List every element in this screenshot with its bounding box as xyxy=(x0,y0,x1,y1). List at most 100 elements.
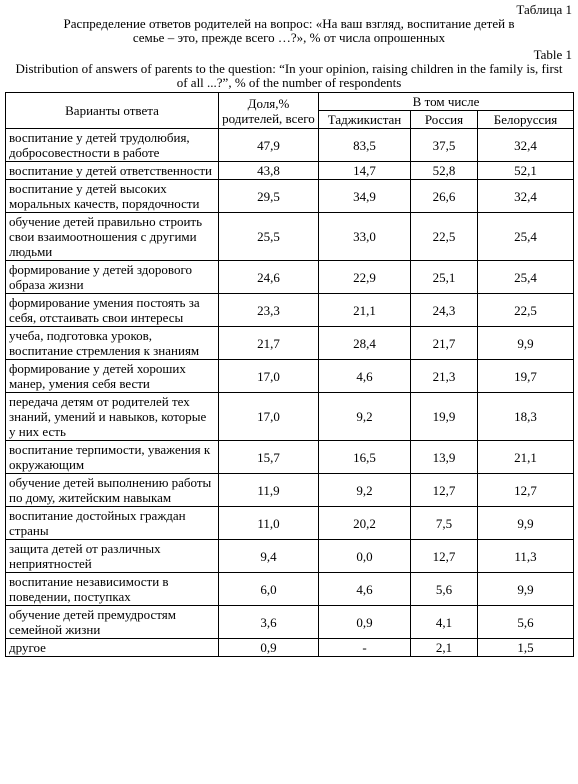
value-cell: 24,3 xyxy=(410,293,478,327)
value-cell: 11,9 xyxy=(218,473,319,507)
answer-cell: воспитание независимости в поведении, по… xyxy=(5,572,219,606)
table: Варианты ответа Доля,% родителей, всего … xyxy=(5,92,574,657)
value-cell: 0,9 xyxy=(218,638,319,657)
table-title-ru: Распределение ответов родителей на вопро… xyxy=(63,16,515,45)
column-header: Белоруссия xyxy=(477,110,574,129)
value-cell: 21,1 xyxy=(477,440,574,474)
answer-cell: формирование у детей здорового образа жи… xyxy=(5,260,219,294)
value-cell: 13,9 xyxy=(410,440,478,474)
value-cell: 19,7 xyxy=(477,359,574,393)
value-cell: 43,8 xyxy=(218,161,319,180)
table-label-ru: Таблица 1 xyxy=(516,2,572,17)
value-cell: 22,5 xyxy=(410,212,478,261)
value-cell: 17,0 xyxy=(218,359,319,393)
value-cell: 47,9 xyxy=(218,128,319,162)
answer-cell: формирование у детей хороших манер, умен… xyxy=(5,359,219,393)
table-row: обучение детей правильно строить свои вз… xyxy=(5,212,574,261)
answer-cell: передача детям от родителей тех знаний, … xyxy=(5,392,219,441)
value-cell: 28,4 xyxy=(318,326,411,360)
table-row: воспитание достойных граждан страны 11,0 2… xyxy=(5,506,574,540)
page: Таблица 1 Распределение ответов родителе… xyxy=(0,3,578,784)
value-cell: 22,9 xyxy=(318,260,411,294)
value-cell: 25,5 xyxy=(218,212,319,261)
value-cell: 26,6 xyxy=(410,179,478,213)
value-cell: 32,4 xyxy=(477,179,574,213)
value-cell: 7,5 xyxy=(410,506,478,540)
value-cell: 20,2 xyxy=(318,506,411,540)
table-row: защита детей от различных неприятностей 9… xyxy=(5,539,574,573)
value-cell: 25,4 xyxy=(477,260,574,294)
column-header: Варианты ответа xyxy=(5,92,219,129)
answer-cell: воспитание у детей ответственности xyxy=(5,161,219,180)
answer-cell: обучение детей правильно строить свои вз… xyxy=(5,212,219,261)
table-row: другое 0,9-2,1 1,5 xyxy=(5,638,574,657)
table-row: воспитание терпимости, уважения к окружа… xyxy=(5,440,574,474)
value-cell: 25,1 xyxy=(410,260,478,294)
value-cell: 12,7 xyxy=(410,539,478,573)
value-cell: 18,3 xyxy=(477,392,574,441)
answer-cell: защита детей от различных неприятностей xyxy=(5,539,219,573)
value-cell: 33,0 xyxy=(318,212,411,261)
table-head: Варианты ответа Доля,% родителей, всего … xyxy=(5,92,574,129)
column-header: Россия xyxy=(410,110,478,129)
answer-cell: обучение детей премудростям семейной жиз… xyxy=(5,605,219,639)
column-header: Доля,% родителей, всего xyxy=(218,92,319,129)
value-cell: 21,1 xyxy=(318,293,411,327)
value-cell: 9,9 xyxy=(477,572,574,606)
header-row: Варианты ответа Доля,% родителей, всего … xyxy=(5,92,574,129)
table-row: передача детям от родителей тех знаний, … xyxy=(5,392,574,441)
table-body: воспитание у детей трудолюбия, добросове… xyxy=(5,128,574,657)
value-cell: 4,1 xyxy=(410,605,478,639)
answer-cell: обучение детей выполнению работы по дому… xyxy=(5,473,219,507)
table-row: воспитание у детей ответственности 43,8 14… xyxy=(5,161,574,180)
table-row: обучение детей выполнению работы по дому… xyxy=(5,473,574,507)
column-header: Таджикистан xyxy=(318,110,411,129)
column-group-header: В том числе xyxy=(318,92,574,111)
value-cell: 0,9 xyxy=(318,605,411,639)
answer-cell: формирование умения постоять за себя, от… xyxy=(5,293,219,327)
table-title-en: Distribution of answers of parents to th… xyxy=(15,61,563,90)
value-cell: 29,5 xyxy=(218,179,319,213)
value-cell: 24,6 xyxy=(218,260,319,294)
value-cell: 5,6 xyxy=(477,605,574,639)
value-cell: 12,7 xyxy=(410,473,478,507)
value-cell: 0,0 xyxy=(318,539,411,573)
value-cell: 9,2 xyxy=(318,473,411,507)
value-cell: 83,5 xyxy=(318,128,411,162)
value-cell: 4,6 xyxy=(318,359,411,393)
value-cell: 9,9 xyxy=(477,326,574,360)
value-cell: 4,6 xyxy=(318,572,411,606)
value-cell: 1,5 xyxy=(477,638,574,657)
value-cell: 15,7 xyxy=(218,440,319,474)
table-row: воспитание независимости в поведении, по… xyxy=(5,572,574,606)
answer-cell: воспитание у детей трудолюбия, добросове… xyxy=(5,128,219,162)
value-cell: 12,7 xyxy=(477,473,574,507)
value-cell: 11,3 xyxy=(477,539,574,573)
value-cell: 37,5 xyxy=(410,128,478,162)
value-cell: 5,6 xyxy=(410,572,478,606)
table-row: формирование у детей хороших манер, умен… xyxy=(5,359,574,393)
value-cell: 9,4 xyxy=(218,539,319,573)
value-cell: 21,3 xyxy=(410,359,478,393)
value-cell: - xyxy=(318,638,411,657)
value-cell: 6,0 xyxy=(218,572,319,606)
answer-cell: другое xyxy=(5,638,219,657)
value-cell: 23,3 xyxy=(218,293,319,327)
table-row: воспитание у детей высоких моральных кач… xyxy=(5,179,574,213)
table-row: учеба, подготовка уроков, воспитание стр… xyxy=(5,326,574,360)
value-cell: 9,2 xyxy=(318,392,411,441)
table-row: обучение детей премудростям семейной жиз… xyxy=(5,605,574,639)
value-cell: 16,5 xyxy=(318,440,411,474)
table-row: воспитание у детей трудолюбия, добросове… xyxy=(5,128,574,162)
value-cell: 25,4 xyxy=(477,212,574,261)
value-cell: 21,7 xyxy=(218,326,319,360)
value-cell: 52,8 xyxy=(410,161,478,180)
value-cell: 14,7 xyxy=(318,161,411,180)
answer-cell: воспитание достойных граждан страны xyxy=(5,506,219,540)
value-cell: 19,9 xyxy=(410,392,478,441)
table-row: формирование у детей здорового образа жи… xyxy=(5,260,574,294)
value-cell: 52,1 xyxy=(477,161,574,180)
value-cell: 22,5 xyxy=(477,293,574,327)
value-cell: 32,4 xyxy=(477,128,574,162)
value-cell: 2,1 xyxy=(410,638,478,657)
